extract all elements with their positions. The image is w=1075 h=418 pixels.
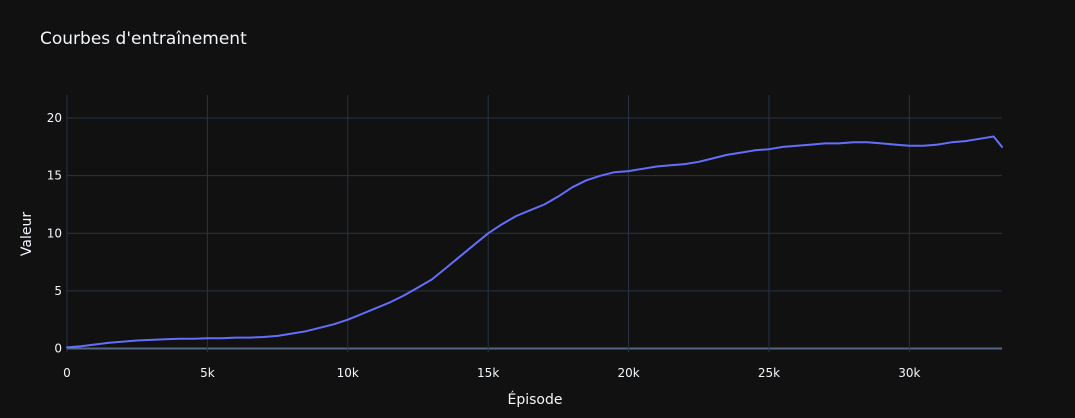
x-tick-label: 10k: [337, 366, 359, 380]
y-tick-labels: 0 5 10 15 20: [47, 111, 62, 355]
x-tick-label: 25k: [758, 366, 780, 380]
y-grid: [67, 117, 1002, 350]
y-tick-label: 10: [47, 226, 62, 240]
series-line: [66, 135, 1003, 349]
x-tick-label: 20k: [617, 366, 639, 380]
y-tick-label: 5: [54, 284, 62, 298]
chart-title: Courbes d'entraînement: [40, 29, 247, 49]
y-tick-label: 20: [47, 111, 62, 125]
x-tick-label: 0: [63, 366, 71, 380]
x-grid: [66, 95, 910, 352]
x-tick-label: 15k: [477, 366, 499, 380]
series-layer: [66, 135, 1003, 349]
x-tick-label: 5k: [200, 366, 215, 380]
x-tick-label: 30k: [898, 366, 920, 380]
x-axis-title: Épisode: [508, 391, 563, 408]
y-tick-label: 0: [54, 342, 62, 356]
y-axis-title: Valeur: [19, 212, 35, 256]
x-tick-labels: 0 5k 10k 15k 20k 25k 30k: [63, 366, 920, 380]
y-tick-label: 15: [47, 169, 62, 183]
